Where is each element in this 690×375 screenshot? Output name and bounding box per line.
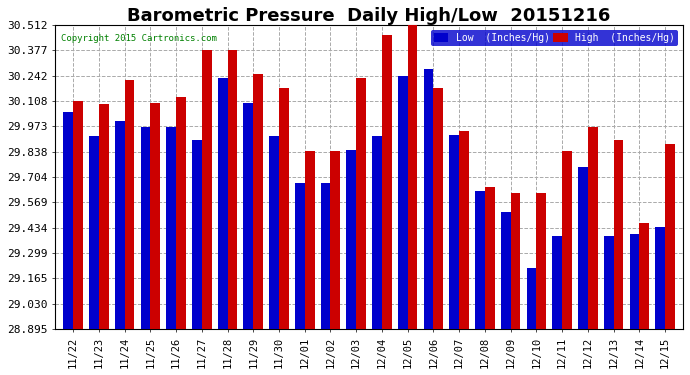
Bar <box>449 135 459 329</box>
Bar <box>73 101 83 329</box>
Bar <box>485 187 495 329</box>
Text: Copyright 2015 Cartronics.com: Copyright 2015 Cartronics.com <box>61 34 217 43</box>
Bar <box>433 87 443 329</box>
Bar <box>244 103 253 329</box>
Bar <box>552 236 562 329</box>
Bar <box>201 50 212 329</box>
Bar <box>89 136 99 329</box>
Bar <box>321 183 331 329</box>
Bar <box>372 136 382 329</box>
Bar <box>526 268 536 329</box>
Bar <box>141 127 150 329</box>
Bar <box>176 97 186 329</box>
Bar <box>629 234 640 329</box>
Bar <box>279 87 289 329</box>
Bar <box>218 78 228 329</box>
Bar <box>613 140 623 329</box>
Bar <box>604 236 613 329</box>
Bar <box>562 152 572 329</box>
Bar <box>382 35 392 329</box>
Bar <box>228 50 237 329</box>
Bar <box>424 69 433 329</box>
Bar <box>192 140 201 329</box>
Bar <box>269 136 279 329</box>
Bar <box>99 105 108 329</box>
Bar <box>588 127 598 329</box>
Bar <box>459 131 469 329</box>
Bar <box>331 152 340 329</box>
Bar <box>305 152 315 329</box>
Bar <box>356 78 366 329</box>
Bar <box>640 223 649 329</box>
Bar <box>63 112 73 329</box>
Bar <box>125 80 135 329</box>
Bar <box>166 127 176 329</box>
Bar <box>475 191 485 329</box>
Bar <box>408 26 417 329</box>
Bar <box>665 144 675 329</box>
Bar <box>511 193 520 329</box>
Bar <box>578 166 588 329</box>
Bar <box>150 103 160 329</box>
Bar <box>501 211 511 329</box>
Bar <box>398 76 408 329</box>
Bar <box>295 183 305 329</box>
Bar <box>536 193 546 329</box>
Legend: Low  (Inches/Hg), High  (Inches/Hg): Low (Inches/Hg), High (Inches/Hg) <box>431 30 678 46</box>
Title: Barometric Pressure  Daily High/Low  20151216: Barometric Pressure Daily High/Low 20151… <box>128 7 611 25</box>
Bar <box>253 74 263 329</box>
Bar <box>115 122 125 329</box>
Bar <box>656 226 665 329</box>
Bar <box>346 150 356 329</box>
